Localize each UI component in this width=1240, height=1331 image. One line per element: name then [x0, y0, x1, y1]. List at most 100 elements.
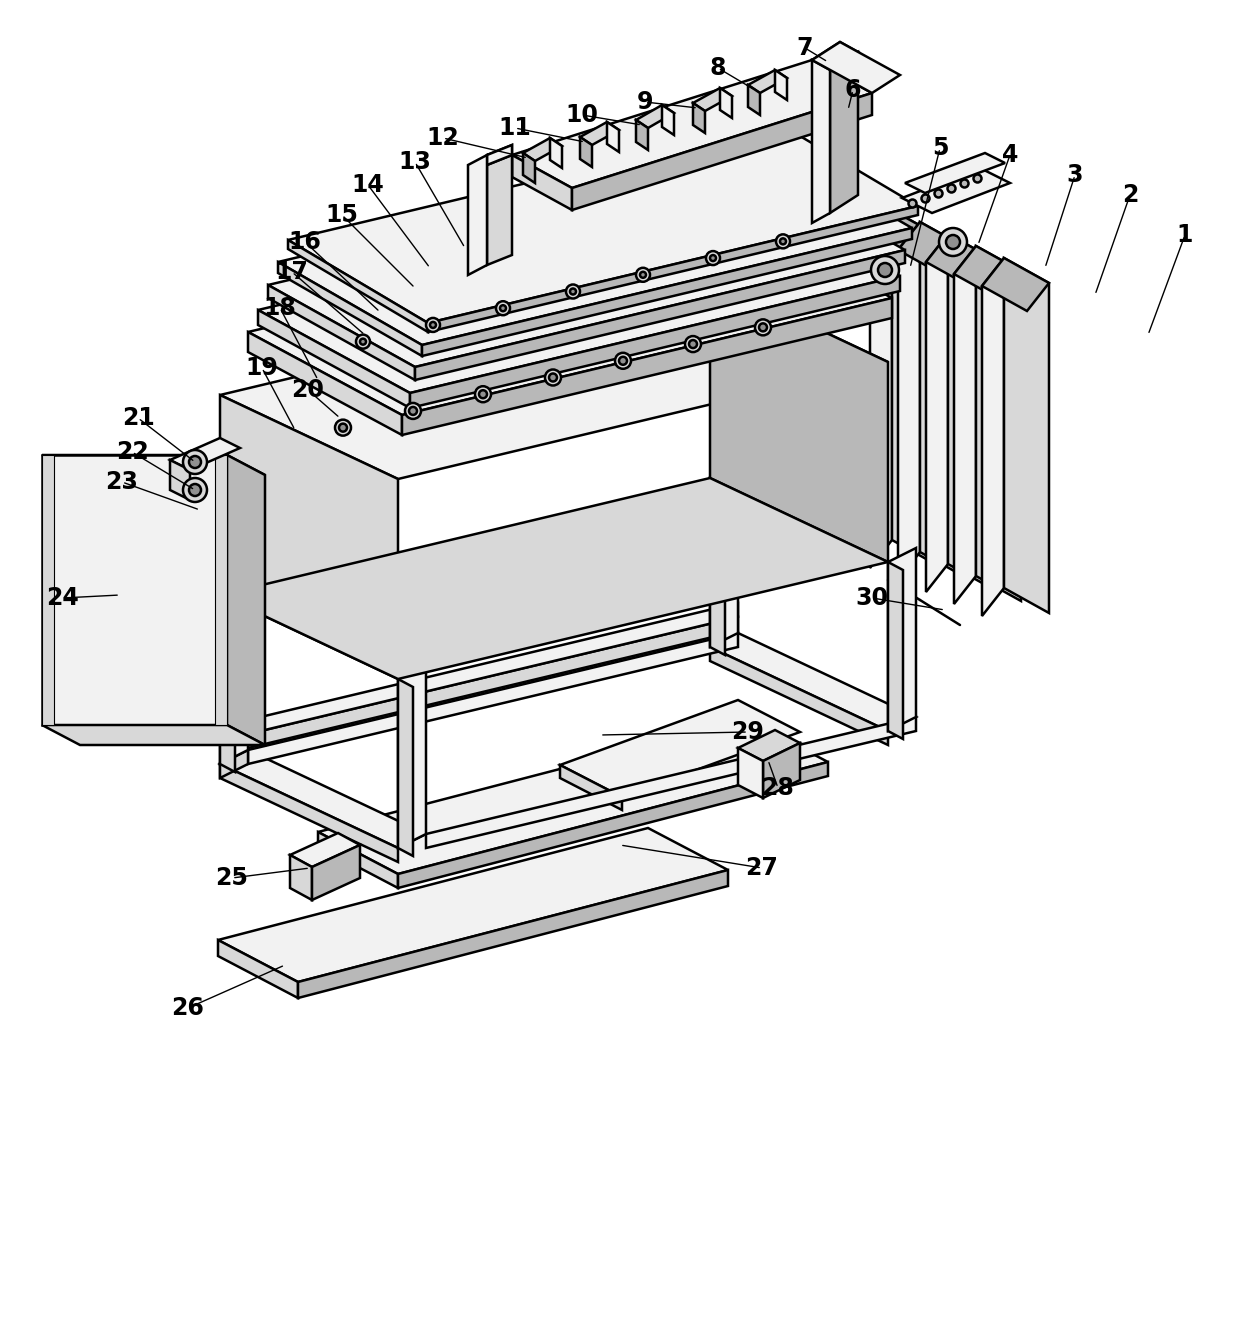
- Text: 10: 10: [565, 102, 599, 126]
- Polygon shape: [560, 700, 800, 797]
- Polygon shape: [42, 725, 265, 745]
- Polygon shape: [398, 666, 427, 848]
- Polygon shape: [748, 71, 787, 93]
- Circle shape: [711, 256, 715, 261]
- Polygon shape: [227, 455, 265, 745]
- Circle shape: [500, 305, 506, 311]
- Polygon shape: [711, 478, 725, 655]
- Polygon shape: [219, 749, 248, 779]
- Polygon shape: [248, 603, 738, 733]
- Circle shape: [184, 478, 207, 502]
- Text: 14: 14: [352, 173, 384, 197]
- Polygon shape: [312, 845, 360, 900]
- Polygon shape: [467, 154, 487, 276]
- Polygon shape: [711, 278, 888, 562]
- Text: 20: 20: [291, 378, 325, 402]
- Text: 6: 6: [844, 79, 862, 102]
- Text: 27: 27: [745, 856, 779, 880]
- Text: 19: 19: [246, 355, 279, 379]
- Polygon shape: [42, 455, 55, 725]
- Polygon shape: [219, 395, 398, 679]
- Polygon shape: [870, 210, 937, 264]
- Text: 15: 15: [326, 204, 358, 228]
- Polygon shape: [738, 729, 800, 761]
- Circle shape: [939, 228, 967, 256]
- Polygon shape: [219, 582, 248, 764]
- Circle shape: [935, 189, 942, 197]
- Polygon shape: [954, 246, 976, 604]
- Circle shape: [565, 285, 580, 298]
- Polygon shape: [427, 717, 916, 848]
- Polygon shape: [580, 122, 619, 145]
- Circle shape: [684, 335, 701, 353]
- Polygon shape: [258, 193, 900, 393]
- Polygon shape: [487, 154, 512, 265]
- Circle shape: [689, 341, 697, 349]
- Circle shape: [184, 450, 207, 474]
- Text: 5: 5: [931, 136, 949, 160]
- Circle shape: [615, 353, 631, 369]
- Circle shape: [946, 236, 960, 249]
- Polygon shape: [219, 595, 236, 772]
- Polygon shape: [398, 679, 413, 856]
- Polygon shape: [487, 145, 512, 165]
- Polygon shape: [523, 153, 534, 182]
- Polygon shape: [982, 258, 1049, 311]
- Circle shape: [496, 301, 510, 315]
- Text: 18: 18: [264, 295, 296, 319]
- Polygon shape: [636, 105, 675, 128]
- Circle shape: [776, 234, 790, 249]
- Circle shape: [188, 484, 201, 496]
- Polygon shape: [662, 105, 675, 134]
- Polygon shape: [711, 647, 888, 745]
- Polygon shape: [422, 228, 911, 355]
- Polygon shape: [42, 455, 265, 475]
- Polygon shape: [42, 455, 227, 725]
- Polygon shape: [268, 168, 905, 367]
- Polygon shape: [926, 234, 993, 287]
- Text: 30: 30: [856, 586, 889, 610]
- Polygon shape: [410, 276, 900, 409]
- Polygon shape: [219, 278, 888, 479]
- Polygon shape: [560, 765, 622, 811]
- Text: 29: 29: [732, 720, 764, 744]
- Polygon shape: [888, 548, 916, 731]
- Polygon shape: [920, 222, 965, 578]
- Polygon shape: [572, 93, 872, 210]
- Circle shape: [549, 374, 557, 382]
- Polygon shape: [268, 285, 415, 379]
- Polygon shape: [738, 748, 763, 799]
- Polygon shape: [288, 240, 428, 331]
- Polygon shape: [949, 234, 993, 590]
- Circle shape: [755, 319, 771, 335]
- Polygon shape: [398, 763, 828, 888]
- Text: 17: 17: [275, 260, 309, 284]
- Circle shape: [909, 200, 916, 208]
- Circle shape: [570, 289, 577, 294]
- Circle shape: [360, 338, 366, 345]
- Polygon shape: [219, 764, 398, 862]
- Text: 22: 22: [115, 441, 149, 465]
- Polygon shape: [711, 634, 916, 731]
- Circle shape: [475, 386, 491, 402]
- Polygon shape: [258, 310, 410, 409]
- Text: 3: 3: [1066, 162, 1084, 186]
- Circle shape: [546, 370, 560, 386]
- Polygon shape: [763, 743, 800, 799]
- Polygon shape: [693, 102, 706, 133]
- Polygon shape: [218, 940, 298, 998]
- Polygon shape: [487, 154, 512, 186]
- Text: 16: 16: [289, 230, 321, 254]
- Circle shape: [759, 323, 768, 331]
- Polygon shape: [892, 210, 937, 564]
- Polygon shape: [551, 138, 562, 168]
- Polygon shape: [248, 216, 892, 415]
- Polygon shape: [898, 222, 965, 276]
- Polygon shape: [812, 60, 830, 224]
- Circle shape: [780, 238, 786, 245]
- Polygon shape: [290, 855, 312, 900]
- Text: 9: 9: [637, 91, 653, 114]
- Polygon shape: [775, 71, 787, 100]
- Circle shape: [870, 256, 899, 284]
- Polygon shape: [812, 43, 900, 93]
